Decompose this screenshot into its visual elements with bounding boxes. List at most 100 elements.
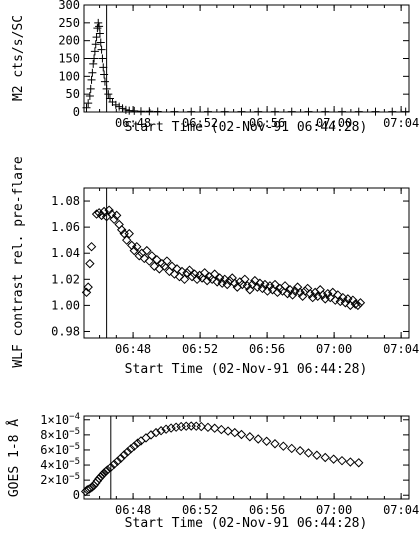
data-point-plus [85,91,94,100]
x-tick-label: 07:04 [383,503,419,517]
data-point-plus [254,107,263,116]
x-axis-title: Start Time (02-Nov-91 06:44:28) [125,516,368,531]
x-tick-label: 06:56 [249,342,285,356]
data-point-plus [337,107,346,116]
y-tick-label: 1.08 [51,194,80,208]
x-tick-label: 06:52 [182,503,218,517]
data-point-plus [388,107,397,116]
data-point-diamond [162,256,172,266]
data-point-plus [95,29,104,38]
data-point-diamond [141,433,151,443]
data-point-diamond [106,462,116,473]
data-point-diamond [179,274,190,285]
data-point-diamond [272,287,283,298]
data-point-diamond [166,423,176,433]
data-point-diamond [290,286,300,296]
data-point-diamond [203,422,213,433]
x-axis: 06:48 06:52 06:56 07:00 07:04 [99,5,419,130]
data-point-plus [237,107,246,116]
data-point-diamond [270,279,280,290]
data-point-diamond [91,209,102,219]
y-tick-exponent: −5 [69,472,80,482]
data-point-diamond [184,265,195,275]
y-tick-label: 0 [73,105,80,119]
data-point-diamond [137,248,147,258]
x-tick-label: 06:52 [182,116,218,130]
data-point-plus [118,104,127,113]
data-point-diamond [177,266,187,277]
data-point-plus [220,107,229,116]
data-point-diamond [260,279,270,290]
x-axis-title: Start Time (02-Nov-91 06:44:28) [125,120,368,135]
data-point-diamond [236,429,247,440]
data-point-diamond [186,421,196,431]
data-point-diamond [348,295,358,305]
data-point-plus [187,107,196,116]
x-axis: 06:48 06:52 06:56 07:00 07:04 [99,416,419,517]
data-point-plus [321,107,330,116]
data-point-diamond [151,427,161,438]
data-points [80,421,364,497]
data-point-diamond [337,455,347,466]
data-point-plus [87,75,96,84]
data-point-diamond [300,286,310,296]
y-tick-label: 250 [58,16,80,30]
data-point-diamond [295,287,305,298]
data-point-diamond [257,283,268,294]
data-point-diamond [323,288,333,299]
data-point-diamond [295,446,305,456]
data-point-plus [97,45,106,54]
y-tick-mantissa: 0 [73,488,80,502]
plot-frame [83,415,410,500]
x-tick-label: 06:48 [115,503,151,517]
data-point-plus [89,59,98,68]
data-point-diamond [161,424,171,434]
data-point-diamond [270,439,280,449]
data-point-diamond [109,459,119,469]
data-point-diamond [119,450,129,460]
data-points [82,18,410,116]
y-tick-label: 1×10−4 [40,412,80,427]
data-point-diamond [167,261,177,271]
data-point-diamond [287,290,298,300]
y-tick-mantissa: 8×10 [40,428,69,442]
plot-frame [83,4,410,113]
x-tick-label: 07:00 [316,342,352,356]
data-point-plus [99,63,108,72]
data-point-diamond [282,288,293,299]
x-tick-label: 06:52 [182,342,218,356]
y-tick-label: 4×10−5 [40,457,80,472]
data-point-diamond [240,274,250,285]
data-point-diamond [278,441,289,451]
data-point-plus [96,38,105,47]
data-point-plus [270,107,279,116]
data-point-plus [82,103,91,112]
x-tick-label: 06:56 [249,116,285,130]
data-point-diamond [245,432,255,442]
data-point-diamond [253,434,263,444]
data-point-diamond [109,214,119,225]
y-axis: 0 50 100 150 200 250 300 [58,0,409,119]
data-point-plus [170,107,179,116]
plot-frame [83,187,410,339]
data-point-diamond [187,271,197,282]
data-point-diamond [139,253,150,264]
data-point-plus [145,107,154,116]
data-point-diamond [182,268,192,278]
y-axis-title: GOES 1-8 Å [6,419,22,497]
data-point-plus [130,106,139,115]
data-point-diamond [146,430,156,440]
x-tick-label: 07:00 [316,116,352,130]
y-tick-label: 50 [66,87,80,101]
chart-panel-m2: 06:48 06:52 06:56 07:00 07:04 0 50 100 150 200 25… [11,0,419,135]
data-point-diamond [129,441,139,451]
y-tick-label: 1.04 [51,246,80,260]
data-point-diamond [354,458,364,468]
data-point-diamond [154,264,165,274]
data-point-plus [287,107,296,116]
data-point-diamond [199,268,210,278]
data-point-plus [203,107,212,116]
data-point-diamond [217,278,227,288]
data-point-diamond [192,274,202,285]
